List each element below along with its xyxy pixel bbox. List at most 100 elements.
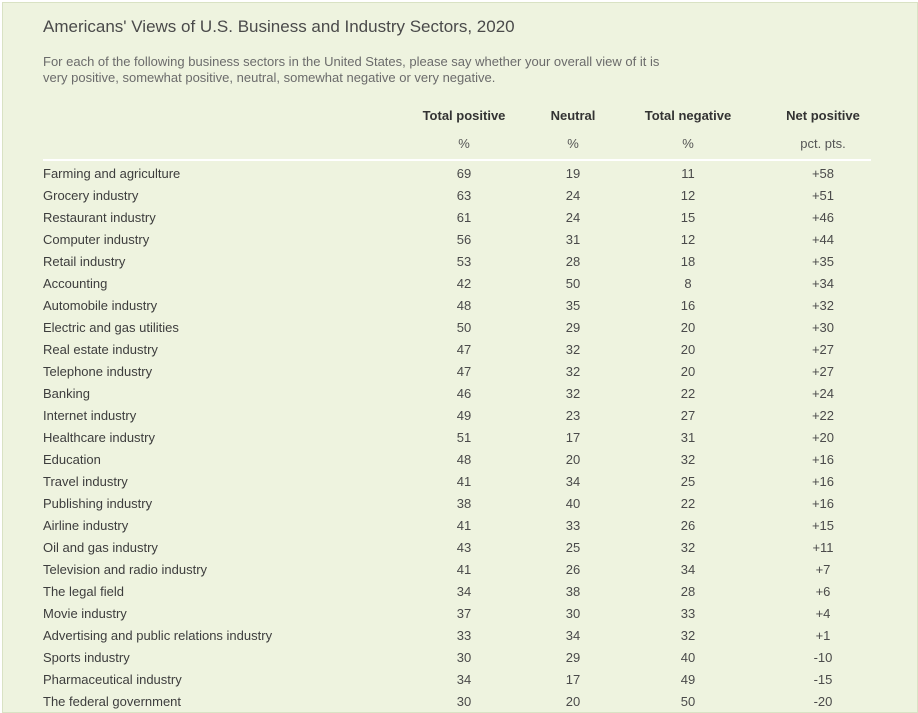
row-value-col-3: 8: [684, 276, 692, 291]
row-value-col-1: 51: [456, 430, 472, 445]
row-value-col-4: +44: [811, 232, 835, 247]
row-value-col-4: +16: [811, 496, 835, 511]
row-value-col-1: 41: [456, 562, 472, 577]
row-value-col-4: +34: [811, 276, 835, 291]
table-row: Airline industry 41 33 26 +15: [3, 515, 918, 537]
row-value-col-2: 50: [565, 276, 581, 291]
row-value-col-4: +6: [815, 584, 831, 599]
table-row: Automobile industry 48 35 16 +32: [3, 295, 918, 317]
table-row: Advertising and public relations industr…: [3, 625, 918, 647]
row-value-col-3: 12: [680, 232, 696, 247]
table-row: Travel industry 41 34 25 +16: [3, 471, 918, 493]
row-label: Internet industry: [43, 408, 137, 423]
row-value-col-4: -20: [813, 694, 833, 709]
table-row: Accounting 42 50 8 +34: [3, 273, 918, 295]
row-value-col-1: 30: [456, 650, 472, 665]
table-row: Real estate industry 47 32 20 +27: [3, 339, 918, 361]
row-label: Accounting: [43, 276, 108, 291]
row-value-col-2: 34: [565, 628, 581, 643]
row-value-col-4: +35: [811, 254, 835, 269]
row-label: Computer industry: [43, 232, 150, 247]
chart-subtitle: For each of the following business secto…: [43, 54, 743, 86]
row-label: Publishing industry: [43, 496, 153, 511]
row-value-col-4: +11: [812, 540, 834, 555]
table-row: Banking 46 32 22 +24: [3, 383, 918, 405]
row-label: Travel industry: [43, 474, 128, 489]
row-value-col-1: 34: [456, 584, 472, 599]
row-label: Grocery industry: [43, 188, 139, 203]
row-value-col-2: 30: [565, 606, 581, 621]
row-value-col-2: 35: [565, 298, 581, 313]
row-value-col-1: 47: [456, 364, 472, 379]
row-value-col-1: 43: [456, 540, 472, 555]
row-value-col-3: 32: [680, 628, 696, 643]
row-value-col-3: 20: [680, 364, 696, 379]
chart-title: Americans' Views of U.S. Business and In…: [43, 17, 515, 36]
row-value-col-1: 63: [456, 188, 472, 203]
row-value-col-1: 49: [456, 408, 472, 423]
row-label: Electric and gas utilities: [43, 320, 179, 335]
row-value-col-2: 32: [565, 386, 581, 401]
row-value-col-1: 46: [456, 386, 472, 401]
row-value-col-2: 20: [565, 452, 581, 467]
row-value-col-1: 50: [456, 320, 472, 335]
table-row: Publishing industry 38 40 22 +16: [3, 493, 918, 515]
column-unit-4: pct. pts.: [800, 136, 846, 151]
row-value-col-4: -10: [813, 650, 833, 665]
row-label: Advertising and public relations industr…: [43, 628, 273, 643]
row-label: Real estate industry: [43, 342, 158, 357]
row-value-col-2: 32: [565, 364, 581, 379]
table-row: Internet industry 49 23 27 +22: [3, 405, 918, 427]
column-unit-3: %: [682, 136, 694, 151]
row-value-col-4: +46: [811, 210, 835, 225]
row-value-col-4: +15: [811, 518, 835, 533]
row-value-col-1: 38: [456, 496, 472, 511]
column-header-4: Net positive: [786, 108, 860, 123]
row-value-col-4: +51: [811, 188, 835, 203]
row-value-col-4: +1: [815, 628, 831, 643]
row-value-col-2: 31: [565, 232, 581, 247]
row-value-col-4: +16: [811, 452, 835, 467]
row-value-col-1: 42: [456, 276, 472, 291]
row-value-col-3: 25: [680, 474, 696, 489]
row-value-col-4: +27: [811, 342, 835, 357]
row-value-col-3: 20: [680, 342, 696, 357]
row-value-col-2: 34: [565, 474, 581, 489]
row-value-col-3: 16: [680, 298, 696, 313]
row-value-col-2: 23: [565, 408, 581, 423]
row-value-col-2: 40: [565, 496, 581, 511]
row-label: Banking: [43, 386, 90, 401]
row-value-col-1: 61: [456, 210, 472, 225]
row-value-col-1: 34: [456, 672, 472, 687]
row-value-col-3: 18: [680, 254, 696, 269]
row-value-col-2: 17: [565, 672, 581, 687]
table-row: Telephone industry 47 32 20 +27: [3, 361, 918, 383]
row-value-col-4: +7: [815, 562, 831, 577]
row-value-col-4: +58: [811, 166, 835, 181]
row-value-col-3: 26: [680, 518, 696, 533]
table-row: Television and radio industry 41 26 34 +7: [3, 559, 918, 581]
row-value-col-1: 37: [456, 606, 472, 621]
row-label: The legal field: [43, 584, 124, 599]
row-value-col-1: 56: [456, 232, 472, 247]
row-value-col-2: 17: [565, 430, 581, 445]
row-value-col-1: 48: [456, 298, 472, 313]
table-row: Movie industry 37 30 33 +4: [3, 603, 918, 625]
table-row: The federal government 30 20 50 -20: [3, 691, 918, 713]
row-label: Telephone industry: [43, 364, 153, 379]
row-label: Oil and gas industry: [43, 540, 158, 555]
row-value-col-4: +22: [811, 408, 835, 423]
row-value-col-2: 20: [565, 694, 581, 709]
row-value-col-2: 28: [565, 254, 581, 269]
row-value-col-1: 41: [456, 474, 472, 489]
row-value-col-3: 28: [680, 584, 696, 599]
row-value-col-2: 32: [565, 342, 581, 357]
row-label: Movie industry: [43, 606, 127, 621]
row-value-col-3: 20: [680, 320, 696, 335]
table-row: Healthcare industry 51 17 31 +20: [3, 427, 918, 449]
column-header-2: Neutral: [550, 108, 596, 123]
row-label: The federal government: [43, 694, 182, 709]
column-header-3: Total negative: [644, 108, 732, 123]
table-row: Restaurant industry 61 24 15 +46: [3, 207, 918, 229]
